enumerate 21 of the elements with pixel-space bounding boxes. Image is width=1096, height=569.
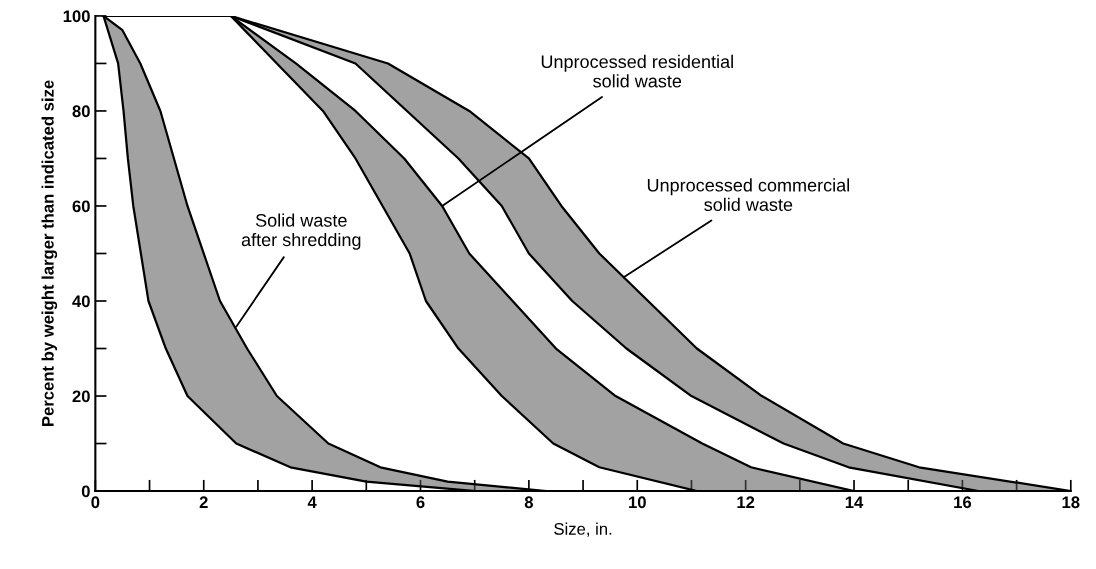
y-axis-title: Percent by weight larger than indicated size <box>41 80 58 427</box>
x-tick-label: 14 <box>845 496 864 508</box>
annotation: Unprocessed residential solid waste <box>541 54 733 88</box>
x-tick-label: 2 <box>199 496 208 508</box>
y-tick-label: 20 <box>72 390 90 403</box>
y-tick-label: 100 <box>63 10 90 23</box>
x-tick-label: 8 <box>524 496 533 509</box>
y-tick-label: 80 <box>72 105 90 118</box>
y-tick-label: 40 <box>72 295 90 308</box>
x-tick-label: 6 <box>416 496 425 509</box>
annotation: Solid waste after shredding <box>241 213 361 250</box>
annotation: Unprocessed commercial solid waste <box>647 178 849 212</box>
y-tick-label: 60 <box>72 200 90 213</box>
x-tick-label: 4 <box>307 496 317 508</box>
x-tick-label: 18 <box>1062 496 1080 509</box>
x-tick-label: 12 <box>737 496 755 508</box>
x-tick-label: 10 <box>629 496 646 509</box>
y-tick-label: 0 <box>81 485 90 498</box>
x-tick-label: 16 <box>954 496 972 509</box>
x-axis-title: Size, in. <box>554 522 612 537</box>
x-tick-label: 0 <box>91 496 100 509</box>
